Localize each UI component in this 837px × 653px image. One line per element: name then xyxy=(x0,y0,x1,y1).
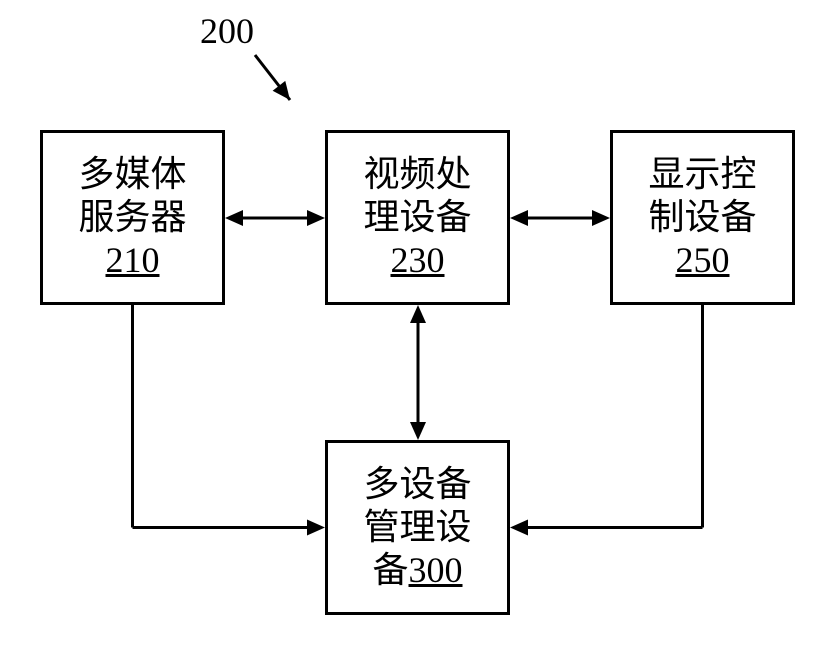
node-ref-line: 备300 xyxy=(372,549,462,592)
system-ref-label: 200 xyxy=(200,10,254,52)
node-title-line: 多媒体 xyxy=(78,153,186,196)
node-multimedia-server: 多媒体 服务器 210 xyxy=(40,130,225,305)
node-title-line: 理设备 xyxy=(363,196,471,239)
node-display-control-device: 显示控 制设备 250 xyxy=(610,130,795,305)
node-title-line: 管理设 xyxy=(363,506,471,549)
node-multi-device-manager: 多设备 管理设 备300 xyxy=(325,440,510,615)
node-ref: 300 xyxy=(409,550,463,590)
node-ref: 250 xyxy=(676,239,730,282)
node-ref-prefix: 备 xyxy=(372,550,408,590)
node-video-processing-device: 视频处 理设备 230 xyxy=(325,130,510,305)
node-ref: 230 xyxy=(391,239,445,282)
node-title-line: 服务器 xyxy=(78,196,186,239)
node-title-line: 制设备 xyxy=(648,196,756,239)
diagram-canvas: 200 多媒体 服务器 210 视频处 理设备 230 显示控 制设备 250 … xyxy=(0,0,837,653)
node-title-line: 视频处 xyxy=(363,153,471,196)
node-title-line: 显示控 xyxy=(648,153,756,196)
node-ref: 210 xyxy=(106,239,160,282)
node-title-line: 多设备 xyxy=(363,463,471,506)
